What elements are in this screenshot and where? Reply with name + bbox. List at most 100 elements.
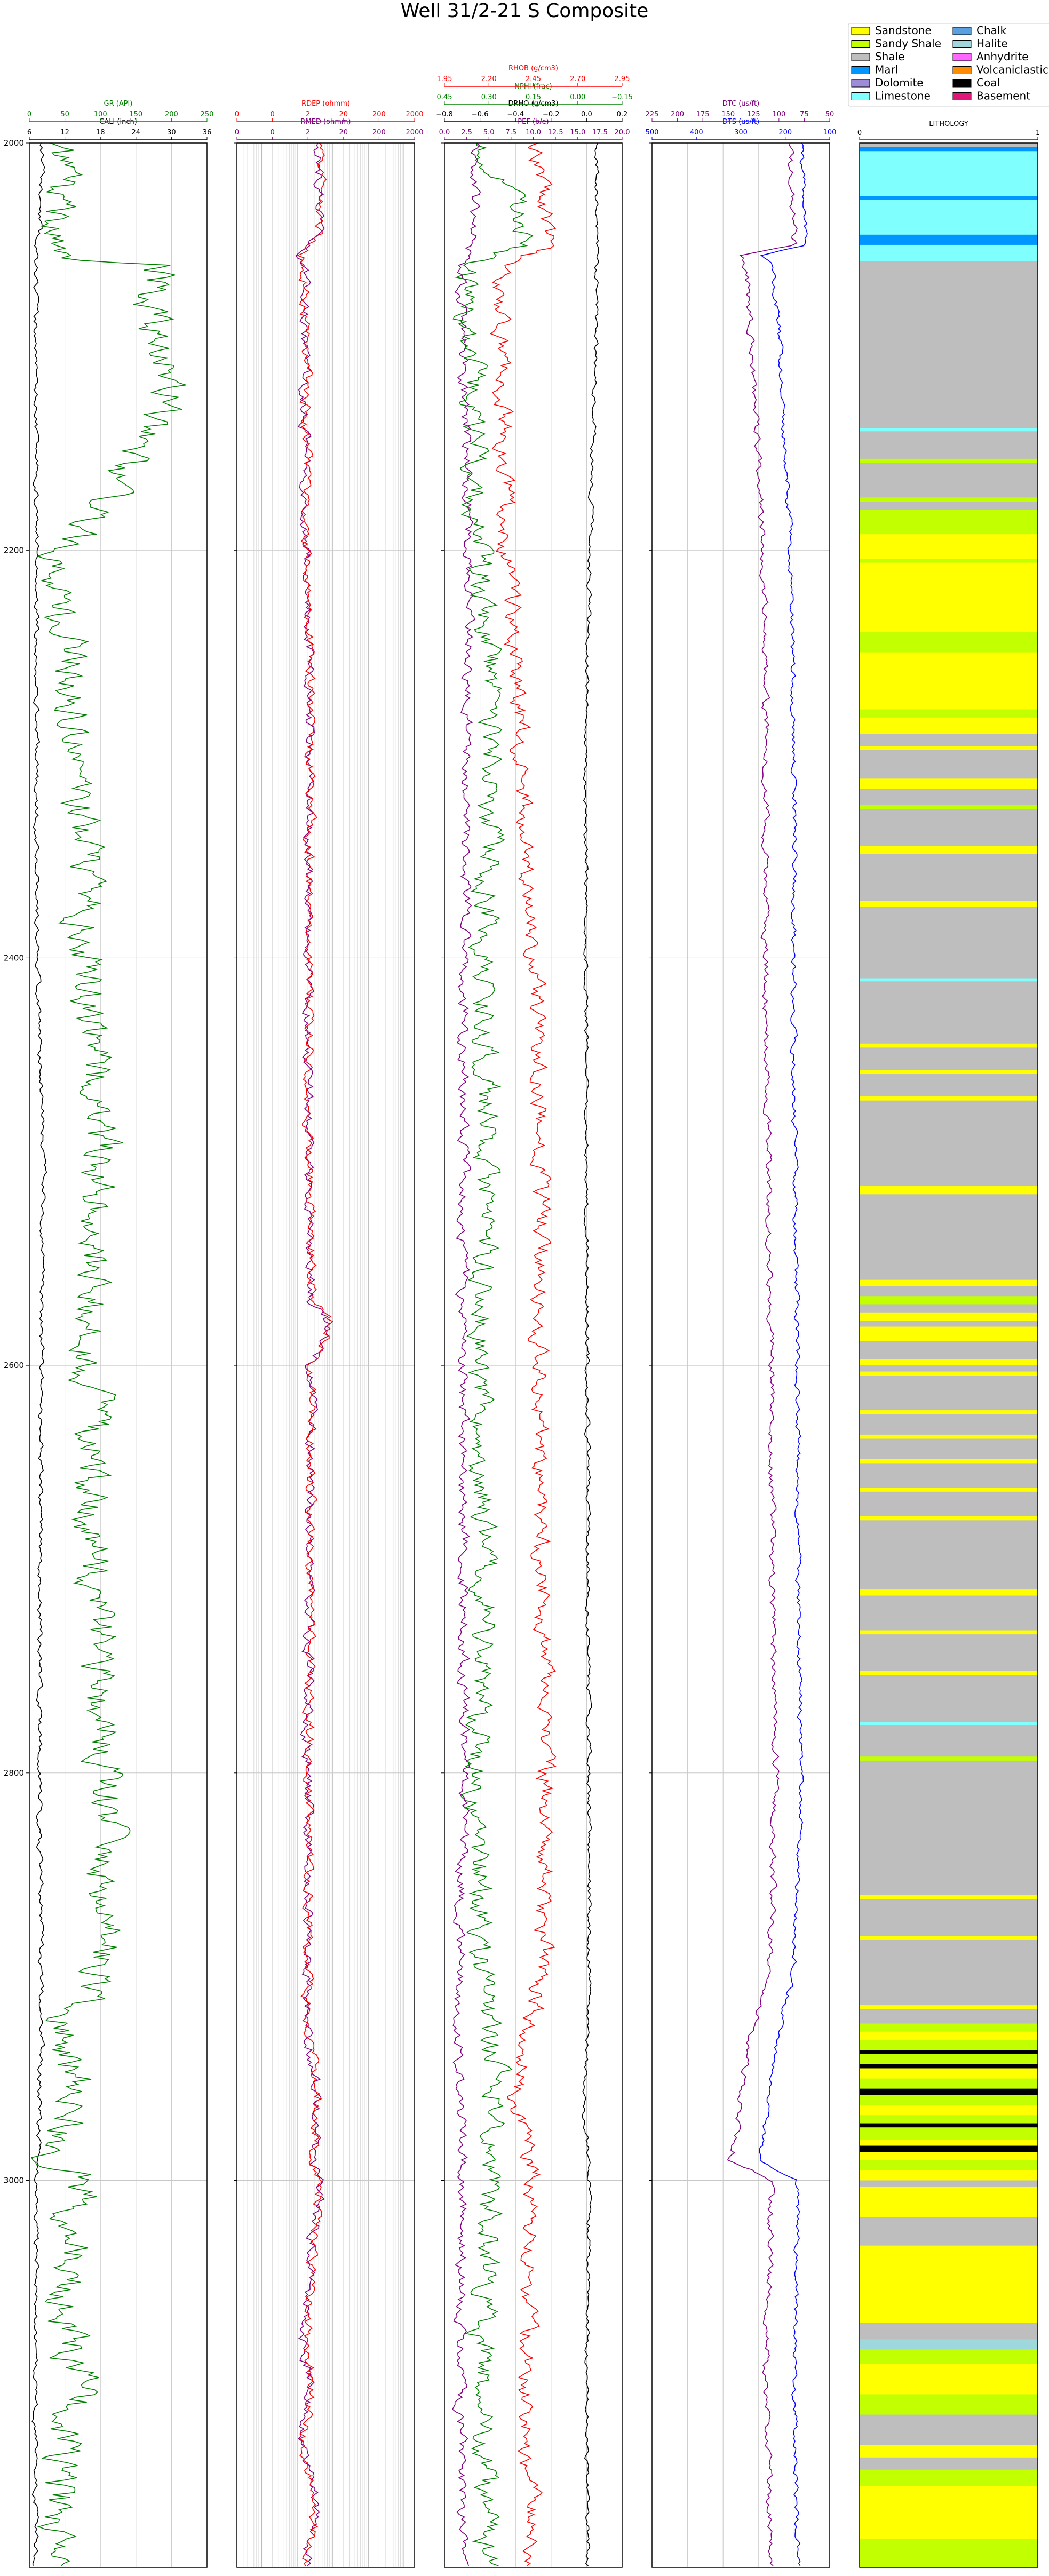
lithology-interval <box>860 2127 1038 2140</box>
lithology-interval <box>860 1459 1038 1464</box>
lithology-interval <box>860 1376 1038 1411</box>
curve-tick-label: 1.95 <box>437 75 452 83</box>
lithology-interval <box>860 1595 1038 1631</box>
lithology-interval <box>860 2394 1038 2415</box>
lithology-interval <box>860 2414 1038 2446</box>
lithology-interval <box>860 428 1038 432</box>
lithology-interval <box>860 981 1038 1044</box>
curve-axis-label: RDEP (ohmm) <box>301 100 350 108</box>
lithology-column <box>860 143 1038 2568</box>
lithology-interval <box>860 717 1038 734</box>
curve-tick-label: 0 <box>270 129 274 137</box>
lithology-interval <box>860 907 1038 979</box>
curve-tick-label: 2.70 <box>570 75 585 83</box>
lithology-interval <box>860 2140 1038 2146</box>
lithology-interval <box>860 778 1038 789</box>
lithology-interval <box>860 978 1038 982</box>
curve-tick-label: 0 <box>235 129 239 137</box>
legend-swatch <box>851 40 870 48</box>
curve-tick-label: 0.45 <box>437 93 452 101</box>
lithology-interval <box>860 734 1038 746</box>
lithology-interval <box>860 200 1038 235</box>
lithology-interval <box>860 746 1038 751</box>
lithology-interval <box>860 1589 1038 1596</box>
lithology-interval <box>860 1756 1038 1761</box>
lithology-interval <box>860 652 1038 673</box>
depth-tick-label: 2600 <box>4 1361 24 1370</box>
curve-tick-label: 400 <box>690 129 703 137</box>
legend-label: Marl <box>875 63 898 76</box>
track-frames <box>29 142 1038 2568</box>
lithology-interval <box>860 2245 1038 2324</box>
curve-tick-label: 2.20 <box>481 75 497 83</box>
curve-line <box>31 142 47 2566</box>
lithology-interval <box>860 1321 1038 1327</box>
lithology-interval <box>860 510 1038 535</box>
legend-label: Volcaniclastics <box>976 63 1049 76</box>
lithology-interval <box>860 1414 1038 1435</box>
curve-tick-label: −0.15 <box>611 93 633 101</box>
curve-tick-label: 0 <box>27 110 31 118</box>
lithology-interval <box>860 1438 1038 1460</box>
lithology-interval <box>860 1410 1038 1415</box>
curve-tick-label: 250 <box>201 110 214 118</box>
curve-tick-label: 0.00 <box>570 93 585 101</box>
curve-tick-label: 200 <box>372 110 386 118</box>
lithology-interval <box>860 1895 1038 1900</box>
curve-tick-label: −0.2 <box>543 110 560 118</box>
lithology-interval <box>860 1516 1038 1521</box>
lithology-interval <box>860 2050 1038 2055</box>
lithology-interval <box>860 1186 1038 1195</box>
depth-tick-label: 2200 <box>4 546 24 555</box>
lithology-interval <box>860 1194 1038 1281</box>
curve-line <box>452 142 481 2566</box>
lithology-interval <box>860 809 1038 846</box>
lithology-interval <box>860 2457 1038 2470</box>
grid-layer <box>29 142 830 2567</box>
lithology-interval <box>860 431 1038 459</box>
legend-label: Coal <box>976 76 1000 89</box>
curve-tick-label: 24 <box>132 129 141 137</box>
legend-swatch <box>952 66 972 74</box>
lithology-interval <box>860 805 1038 810</box>
lithology-interval <box>860 2009 1038 2024</box>
curve-tick-label: 300 <box>734 129 748 137</box>
lithology-interval <box>860 1725 1038 1757</box>
curve-tick-label: 200 <box>165 110 178 118</box>
legend-label: Sandstone <box>875 24 932 37</box>
curve-tick-label: 0.15 <box>526 93 541 101</box>
curve-tick-label: 2 <box>306 110 310 118</box>
curve-tick-label: 100 <box>772 110 785 118</box>
legend-swatch <box>952 27 972 35</box>
curve-tick-label: 200 <box>372 129 386 137</box>
track-frame <box>859 142 1038 2568</box>
curve-line <box>296 142 334 2566</box>
lithology-interval <box>860 2186 1038 2217</box>
curve-tick-label: 2 <box>306 129 310 137</box>
curve-tick-label: 50 <box>825 110 835 118</box>
curve-tick-label: 2000 <box>406 110 423 118</box>
lithology-interval <box>860 2445 1038 2458</box>
curve-tick-label: 30 <box>167 129 176 137</box>
lithology-interval <box>860 1096 1038 1101</box>
curve-tick-label: 36 <box>203 129 212 137</box>
curve-tick-label: 6 <box>27 129 31 137</box>
curve-tick-label: 20 <box>339 129 348 137</box>
lithology-interval <box>860 1074 1038 1097</box>
curve-tick-label: 0.30 <box>481 93 497 101</box>
lithology-interval <box>860 196 1038 201</box>
lithology-axis-label: LITHOLOGY <box>929 120 968 128</box>
lithology-interval <box>860 1286 1038 1297</box>
lithology-interval <box>860 1359 1038 1366</box>
curve-tick-label: 0 <box>235 110 239 118</box>
lithology-interval <box>860 1488 1038 1492</box>
lithology-interval <box>860 1939 1038 2006</box>
curve-axis-label: DTC (us/ft) <box>722 100 759 108</box>
lithology-interval <box>860 2486 1038 2540</box>
legend-label: Limestone <box>875 90 931 102</box>
lithology-interval <box>860 1070 1038 1075</box>
curve-tick-label: 200 <box>778 129 792 137</box>
legend-label: Anhydrite <box>976 50 1029 63</box>
